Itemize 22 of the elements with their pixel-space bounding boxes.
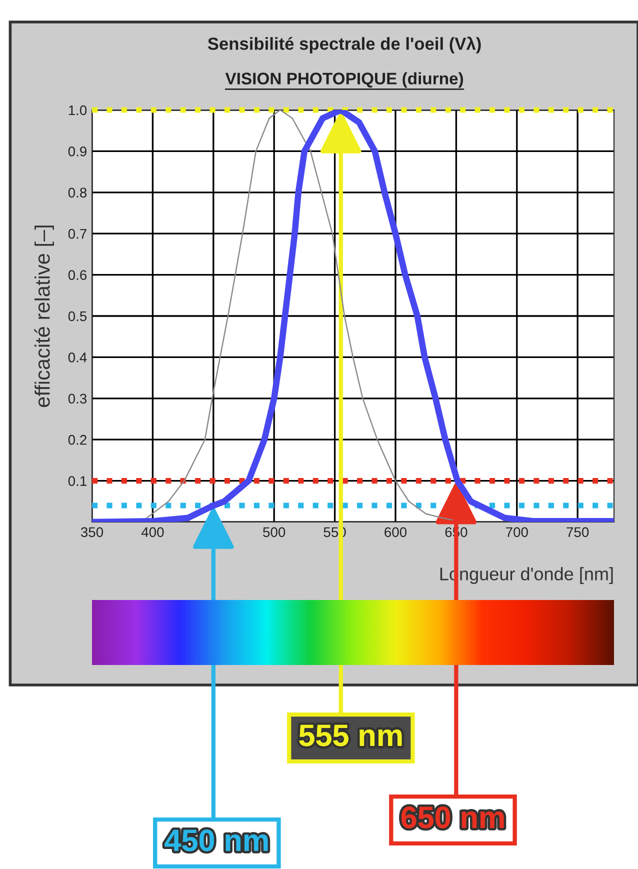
x-tick-label: 700	[506, 527, 528, 538]
x-tick-label: 400	[141, 527, 164, 538]
chart-subtitle: VISION PHOTOPIQUE (diurne)	[225, 72, 463, 88]
y-tick-label: 0.7	[68, 228, 86, 239]
y-tick-label: 0.5	[68, 311, 87, 322]
y-tick-label: 0.8	[68, 188, 87, 198]
annotation: 650 nm	[401, 806, 504, 828]
y-tick-label: 0.2	[68, 434, 86, 445]
y-tick-label: 0.1	[68, 476, 86, 486]
x-tick-label: 500	[263, 527, 286, 538]
x-tick-label: 600	[384, 527, 407, 538]
x-tick-label: 350	[80, 527, 104, 538]
y-tick-label: 0.9	[68, 146, 86, 156]
y-tick-label: 0.6	[68, 270, 87, 280]
annotation: 450 nm	[164, 830, 268, 852]
y-tick-label: 0.3	[68, 394, 87, 404]
annotation: 555 nm	[299, 724, 402, 746]
chart-title: Sensibilité spectrale de l'oeil (Vλ)	[208, 36, 481, 54]
y-axis-title: efficacité relative [–]	[34, 226, 54, 407]
y-tick-label: 1.0	[68, 105, 87, 116]
y-tick-label: 0.4	[68, 352, 87, 362]
x-tick-label: 750	[566, 527, 589, 538]
